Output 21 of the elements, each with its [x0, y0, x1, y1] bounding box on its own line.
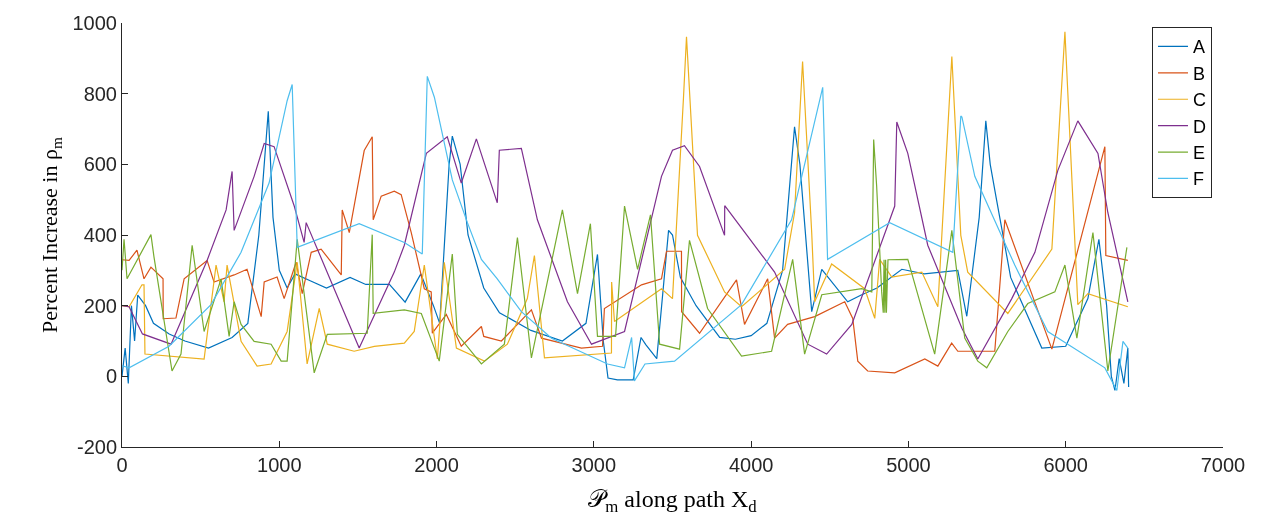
x-tick-label: 7000 — [1200, 454, 1246, 476]
legend-label: F — [1192, 169, 1204, 190]
x-tick-label: 6000 — [1043, 454, 1088, 476]
x-tick-label: 1000 — [257, 454, 302, 476]
x-axis-title: 𝒫$_{m}$ along path X$_{d}$ — [588, 486, 758, 517]
y-tick-label: 0 — [105, 365, 117, 388]
legend-label: A — [1192, 37, 1206, 58]
legend-label: E — [1192, 143, 1206, 164]
legend-label: D — [1192, 116, 1206, 137]
legend-label: B — [1192, 63, 1206, 84]
y-tick-label: 800 — [83, 82, 117, 105]
y-tick-label: 1000 — [72, 12, 117, 34]
y-tick-label: -200 — [76, 436, 117, 458]
x-tick-label: 3000 — [571, 454, 617, 476]
x-tick-label: 2000 — [414, 454, 459, 476]
y-tick-label: 600 — [83, 153, 117, 176]
x-tick-label: 5000 — [886, 454, 931, 476]
y-tick-label: 200 — [83, 294, 117, 317]
legend-label: C — [1192, 90, 1206, 111]
x-tick-label: 4000 — [728, 454, 774, 476]
y-tick-label: 400 — [83, 224, 117, 246]
